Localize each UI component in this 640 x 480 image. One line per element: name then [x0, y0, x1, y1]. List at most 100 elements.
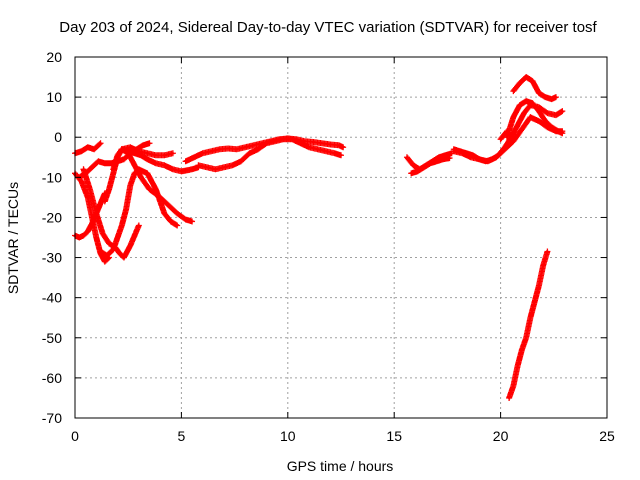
y-tick-label: 20 [46, 49, 62, 65]
plot-border [74, 56, 608, 419]
data-point [122, 256, 126, 259]
data-point [116, 154, 119, 157]
data-point [205, 166, 209, 169]
data-point [78, 236, 81, 239]
data-point [554, 113, 558, 117]
x-tick-label: 15 [386, 428, 402, 444]
data-point [129, 184, 132, 187]
data-point [103, 200, 106, 203]
data-point [522, 111, 526, 115]
data-point [452, 150, 455, 153]
data-point [499, 138, 502, 141]
series-trace-16 [503, 98, 566, 141]
data-point [339, 154, 343, 157]
data-point [218, 148, 221, 151]
data-point [512, 115, 515, 119]
data-point [209, 150, 213, 153]
data-point [329, 143, 332, 146]
data-point [244, 146, 247, 149]
data-point [537, 284, 541, 287]
data-point [524, 336, 528, 339]
data-point [561, 109, 564, 113]
x-tick-label: 5 [178, 428, 186, 444]
data-point [163, 154, 166, 157]
axes: 0 5 10 15 20 25 20 10 0 -10 -20 -30 -40 -50 -60 -70 [42, 49, 615, 444]
y-tick-label: 10 [46, 89, 62, 105]
data-point [227, 147, 230, 150]
data-point [112, 172, 115, 175]
data-point [169, 220, 172, 223]
data-point [252, 144, 255, 147]
data-point [505, 130, 509, 133]
data-point [190, 168, 194, 171]
data-point [235, 148, 238, 151]
data-point [103, 260, 106, 263]
data-point [171, 168, 175, 171]
y-tick-label: -10 [42, 169, 62, 185]
data-point [82, 234, 85, 237]
data-point [448, 156, 451, 160]
data-point [416, 170, 419, 173]
data-point [146, 172, 149, 175]
data-point [120, 148, 124, 151]
data-point [282, 138, 285, 141]
data-point [99, 202, 102, 205]
series-trace-5 [80, 166, 142, 261]
data-point [518, 81, 521, 85]
data-point [550, 125, 553, 129]
data-point [507, 396, 511, 400]
data-point [537, 109, 541, 113]
data-point [146, 158, 149, 161]
series-trace-1 [72, 140, 104, 157]
data-point [450, 152, 453, 155]
data-point [180, 170, 183, 173]
data-point [133, 164, 136, 167]
data-point [171, 152, 175, 155]
x-axis-label: GPS time / hours [287, 458, 394, 474]
data-point [150, 180, 153, 183]
data-point [107, 242, 111, 245]
data-point [290, 138, 294, 141]
data-point [146, 152, 149, 155]
data-point [99, 250, 102, 253]
data-point [92, 148, 96, 151]
data-point [148, 142, 151, 145]
series-trace-19 [506, 248, 551, 401]
data-point [529, 316, 532, 319]
data-point [516, 123, 519, 127]
data-point [154, 188, 158, 191]
data-point [546, 111, 549, 115]
data-point [163, 212, 166, 215]
series-trace-18 [510, 74, 559, 103]
data-point [239, 160, 243, 163]
data-point [112, 248, 115, 251]
data-point [112, 168, 115, 171]
data-point [544, 95, 547, 99]
data-point [503, 148, 507, 151]
data-point [137, 224, 141, 227]
series-trace-13 [408, 155, 453, 177]
data-point [469, 156, 473, 159]
chart-title: Day 203 of 2024, Sidereal Day-to-day VTE… [59, 19, 597, 36]
data-point [441, 158, 445, 161]
data-point [512, 89, 515, 93]
series-markers [506, 248, 551, 401]
plot-area [72, 74, 566, 401]
data-point [550, 97, 553, 101]
data-point [316, 148, 319, 151]
x-tick-label: 0 [71, 428, 79, 444]
series-markers [510, 74, 559, 103]
series-trace-3 [72, 170, 113, 265]
data-point [524, 99, 528, 103]
data-point [175, 212, 179, 215]
data-point [510, 136, 513, 139]
data-point [541, 264, 545, 267]
data-point [533, 300, 536, 303]
data-point [184, 218, 187, 221]
data-point [248, 152, 251, 155]
data-point [154, 154, 158, 157]
data-point [486, 160, 490, 163]
data-point [299, 142, 302, 145]
data-point [107, 188, 111, 191]
data-point [90, 216, 94, 219]
